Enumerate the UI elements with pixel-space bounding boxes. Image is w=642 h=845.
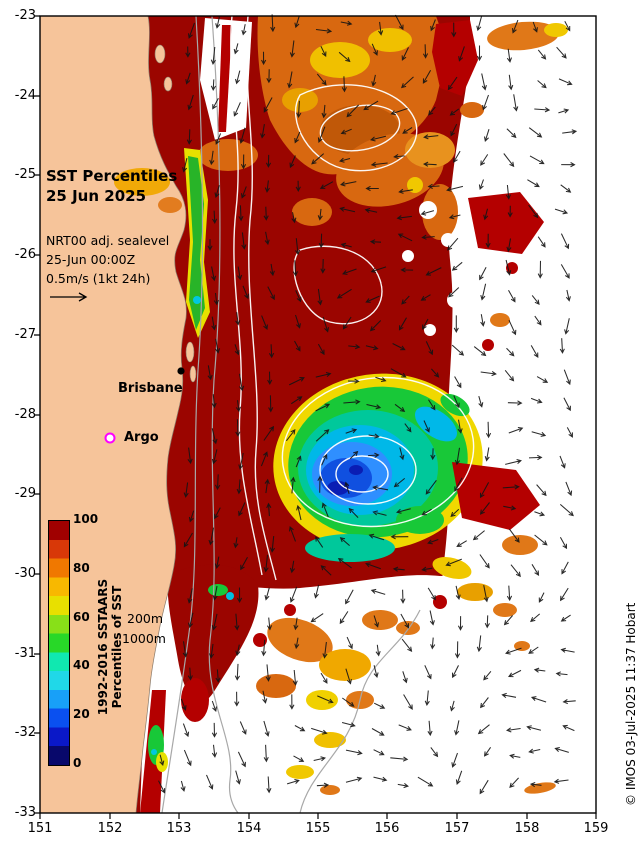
lat-label: -33 <box>14 805 36 820</box>
argo-marker <box>104 432 116 444</box>
lat-label: -29 <box>14 486 36 501</box>
colorbar-tick: 80 <box>73 561 90 575</box>
subtitle-product: NRT00 adj. sealevel <box>46 233 170 248</box>
lon-label: 157 <box>444 821 470 836</box>
sealevel-contours <box>230 15 475 581</box>
markers <box>104 367 185 444</box>
lon-label: 152 <box>97 821 123 836</box>
lon-label: 151 <box>27 821 53 836</box>
colorbar-tick: 40 <box>73 658 90 672</box>
current-arrows <box>158 14 578 795</box>
lat-label: -31 <box>14 646 36 661</box>
depth-contour-label-200m: 200m <box>127 611 164 626</box>
lat-label: -28 <box>14 407 36 422</box>
subtitle-time: 25-Jun 00:00Z <box>46 252 136 267</box>
colorbar-tick: 100 <box>73 512 99 526</box>
plot-frame <box>34 15 597 819</box>
colorbar-tick: 20 <box>73 707 90 721</box>
bathymetry-contours <box>161 15 421 814</box>
cold-eddy <box>273 373 483 562</box>
coastal-upwelling-strip <box>184 148 210 338</box>
reference-arrow <box>50 292 88 302</box>
land <box>39 15 197 814</box>
lat-label: -26 <box>14 247 36 262</box>
subtitle-vector-scale: 0.5m/s (1kt 24h) <box>46 271 151 286</box>
lat-label: -27 <box>14 327 36 342</box>
lon-label: 159 <box>583 821 609 836</box>
lon-label: 155 <box>305 821 331 836</box>
lon-label: 158 <box>514 821 540 836</box>
lon-label: 154 <box>236 821 262 836</box>
colorbar <box>48 520 70 766</box>
lat-label: -30 <box>14 566 36 581</box>
map-subtitle: NRT00 adj. sealevel 25-Jun 00:00Z 0.5m/s… <box>46 231 169 288</box>
argo-label: Argo <box>124 430 159 445</box>
brisbane-dot <box>177 367 185 375</box>
colorbar-tick: 0 <box>73 756 82 770</box>
lon-label: 156 <box>374 821 400 836</box>
map-title: SST Percentiles 25 Jun 2025 <box>46 166 177 206</box>
brisbane-label: Brisbane <box>118 381 183 396</box>
colorbar-title-line1: 1992-2016 SSTAARS <box>96 578 110 716</box>
lat-label: -24 <box>14 88 36 103</box>
colorbar-title: 1992-2016 SSTAARS Percentiles of SST <box>96 522 126 772</box>
depth-contour-label-1000m: 1000m <box>122 631 166 646</box>
warm-patches-top <box>198 16 467 367</box>
warm-patches-right <box>432 20 568 794</box>
lat-label: -32 <box>14 725 36 740</box>
lon-ticks <box>39 813 597 819</box>
map-title-line1: SST Percentiles <box>46 167 178 185</box>
lat-ticks <box>34 15 40 814</box>
lat-label: -23 <box>14 8 36 23</box>
copyright-text: © IMOS 03-Jul-2025 11:37 Hobart <box>624 602 638 806</box>
lat-label: -25 <box>14 167 36 182</box>
colorbar-title-line2: Percentiles of SST <box>110 585 124 709</box>
lon-label: 153 <box>166 821 192 836</box>
colorbar-tick: 60 <box>73 610 90 624</box>
map-title-date: 25 Jun 2025 <box>46 187 147 205</box>
